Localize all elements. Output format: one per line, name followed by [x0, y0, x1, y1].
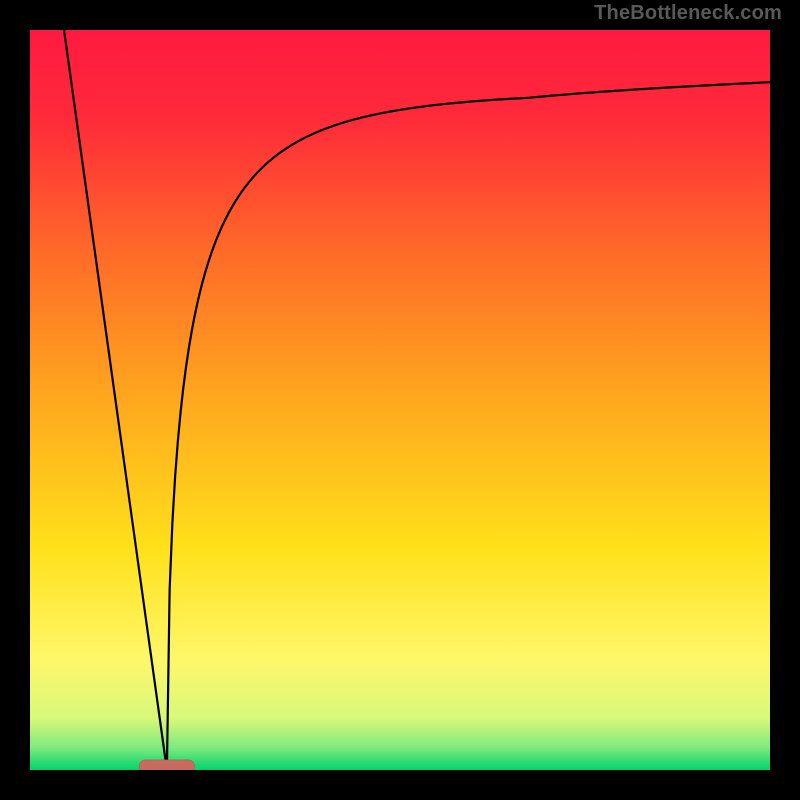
plot-background — [30, 30, 770, 770]
chart-frame: TheBottleneck.com — [0, 0, 800, 800]
bottleneck-chart — [0, 0, 800, 800]
watermark-text: TheBottleneck.com — [594, 2, 782, 25]
